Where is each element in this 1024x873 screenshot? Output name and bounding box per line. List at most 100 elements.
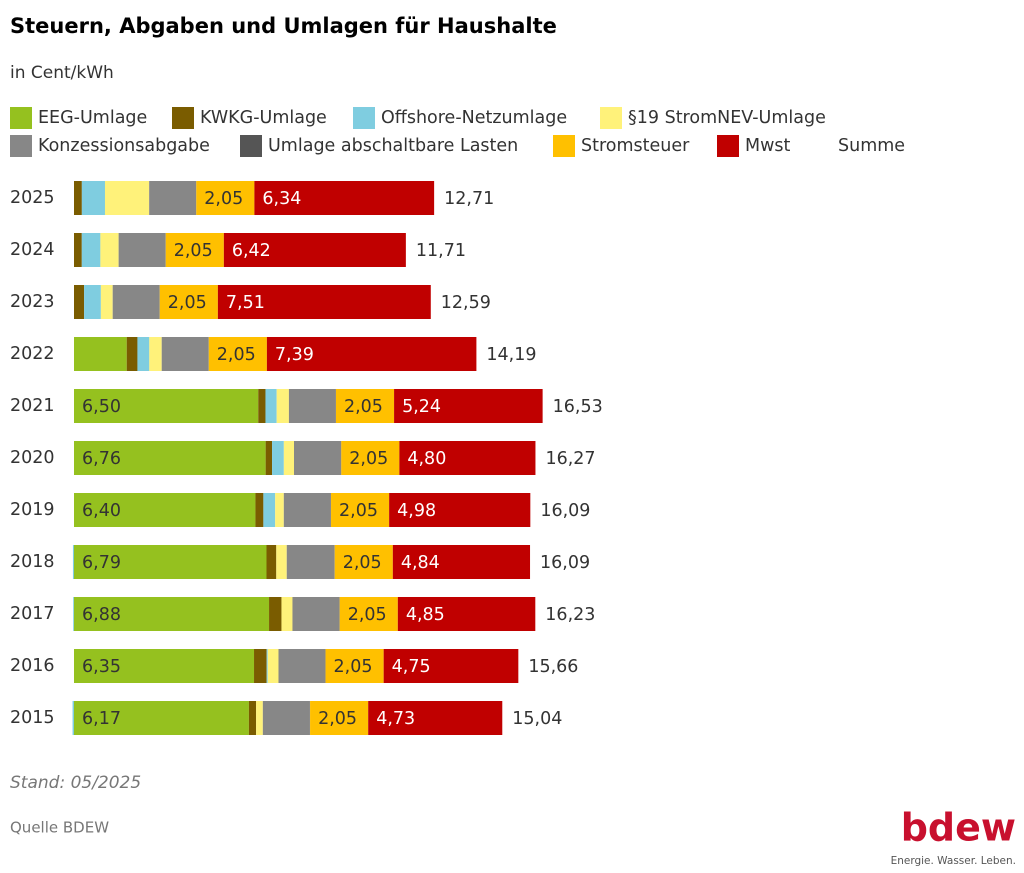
logo: bdew <box>901 806 1016 850</box>
legend-swatch <box>353 107 375 129</box>
bar-segment <box>81 233 101 267</box>
legend-label: KWKG-Umlage <box>200 108 327 128</box>
bar-segment <box>256 701 263 735</box>
bar-segment <box>286 545 335 579</box>
bar-segment <box>126 337 138 371</box>
value-label: 2,05 <box>344 397 383 417</box>
bar-segment <box>149 337 162 371</box>
y-tick-label: 2015 <box>10 708 55 728</box>
bar-segment <box>267 649 279 683</box>
value-label: 7,39 <box>275 345 314 365</box>
bar-segment <box>272 441 284 475</box>
bar-segment <box>84 285 101 319</box>
bar-segment <box>265 389 277 423</box>
legend-label: Umlage abschaltbare Lasten <box>268 136 518 156</box>
value-label: 2,05 <box>168 293 207 313</box>
y-tick-label: 2018 <box>10 552 55 572</box>
source-note: Quelle BDEW <box>10 819 109 837</box>
bar-segment <box>392 545 531 579</box>
bar-segment <box>288 389 336 423</box>
total-label: 12,71 <box>444 189 494 209</box>
value-label: 6,40 <box>82 501 121 521</box>
value-label: 6,17 <box>82 709 121 729</box>
bar-segment <box>149 181 197 215</box>
bar-segment <box>254 181 435 215</box>
bar-segment <box>399 441 536 475</box>
bar-segment <box>263 493 276 527</box>
value-label: 5,24 <box>402 397 441 417</box>
bar-segment <box>159 285 218 319</box>
bar-segment <box>165 233 224 267</box>
legend-swatch <box>240 135 262 157</box>
value-label: 2,05 <box>217 345 256 365</box>
legend-label: EEG-Umlage <box>38 108 147 128</box>
bar-segment <box>208 337 267 371</box>
value-label: 2,05 <box>204 189 243 209</box>
value-label: 2,05 <box>348 605 387 625</box>
bar-segment <box>383 649 519 683</box>
bar-segment <box>394 389 543 423</box>
bar-segment <box>74 389 259 423</box>
legend-swatch <box>172 107 194 129</box>
legend-swatch <box>600 107 622 129</box>
total-label: 15,66 <box>528 657 578 677</box>
value-label: 2,05 <box>318 709 357 729</box>
y-tick-label: 2016 <box>10 656 55 676</box>
bar-segment <box>74 493 256 527</box>
bar-segment <box>262 701 310 735</box>
bar-segment <box>281 597 293 631</box>
bar-segment <box>266 649 268 683</box>
total-label: 12,59 <box>441 293 491 313</box>
y-tick-label: 2019 <box>10 500 55 520</box>
value-label: 2,05 <box>343 553 382 573</box>
value-label: 2,05 <box>349 449 388 469</box>
value-label: 6,76 <box>82 449 121 469</box>
value-label: 4,85 <box>406 605 445 625</box>
bar-segment <box>331 493 390 527</box>
bar-segment <box>100 285 113 319</box>
bar-segment <box>339 597 398 631</box>
total-label: 14,19 <box>486 345 536 365</box>
bar-segment <box>217 285 431 319</box>
bar-segment <box>74 285 85 319</box>
legend-swatch <box>553 135 575 157</box>
y-tick-label: 2023 <box>10 292 55 312</box>
bar-segment <box>255 493 264 527</box>
chart-subtitle: in Cent/kWh <box>10 63 114 83</box>
bar-segment <box>310 701 369 735</box>
bar-segment <box>292 597 340 631</box>
value-label: 2,05 <box>339 501 378 521</box>
value-label: 6,34 <box>262 189 301 209</box>
bar-segment <box>325 649 384 683</box>
bar-segment <box>389 493 531 527</box>
bar-segment <box>100 233 119 267</box>
bar-segment <box>112 285 160 319</box>
legend-label: Mwst <box>745 136 791 156</box>
bar-segment <box>266 545 277 579</box>
total-label: 16,23 <box>545 605 595 625</box>
bar-segment <box>74 545 267 579</box>
bar-segment <box>223 233 406 267</box>
value-label: 2,05 <box>334 657 373 677</box>
legend-label: Offshore-Netzumlage <box>381 108 567 128</box>
total-label: 16,09 <box>540 501 590 521</box>
bar-segment <box>276 545 287 579</box>
value-label: 4,84 <box>401 553 440 573</box>
value-label: 4,80 <box>407 449 446 469</box>
legend-swatch <box>10 107 32 129</box>
bar-segment <box>104 181 150 215</box>
bar-segment <box>265 441 273 475</box>
bar-segment <box>276 389 289 423</box>
bar-segment <box>397 597 536 631</box>
bar-segment <box>118 233 166 267</box>
value-label: 7,51 <box>226 293 265 313</box>
value-label: 4,73 <box>376 709 415 729</box>
stand-note: Stand: 05/2025 <box>10 773 141 793</box>
total-label: 15,04 <box>512 709 562 729</box>
value-label: 6,50 <box>82 397 121 417</box>
bar-segment <box>74 181 82 215</box>
legend-label: Summe <box>838 136 905 156</box>
bar-segment <box>266 337 477 371</box>
value-label: 6,88 <box>82 605 121 625</box>
bar-segment <box>275 493 284 527</box>
